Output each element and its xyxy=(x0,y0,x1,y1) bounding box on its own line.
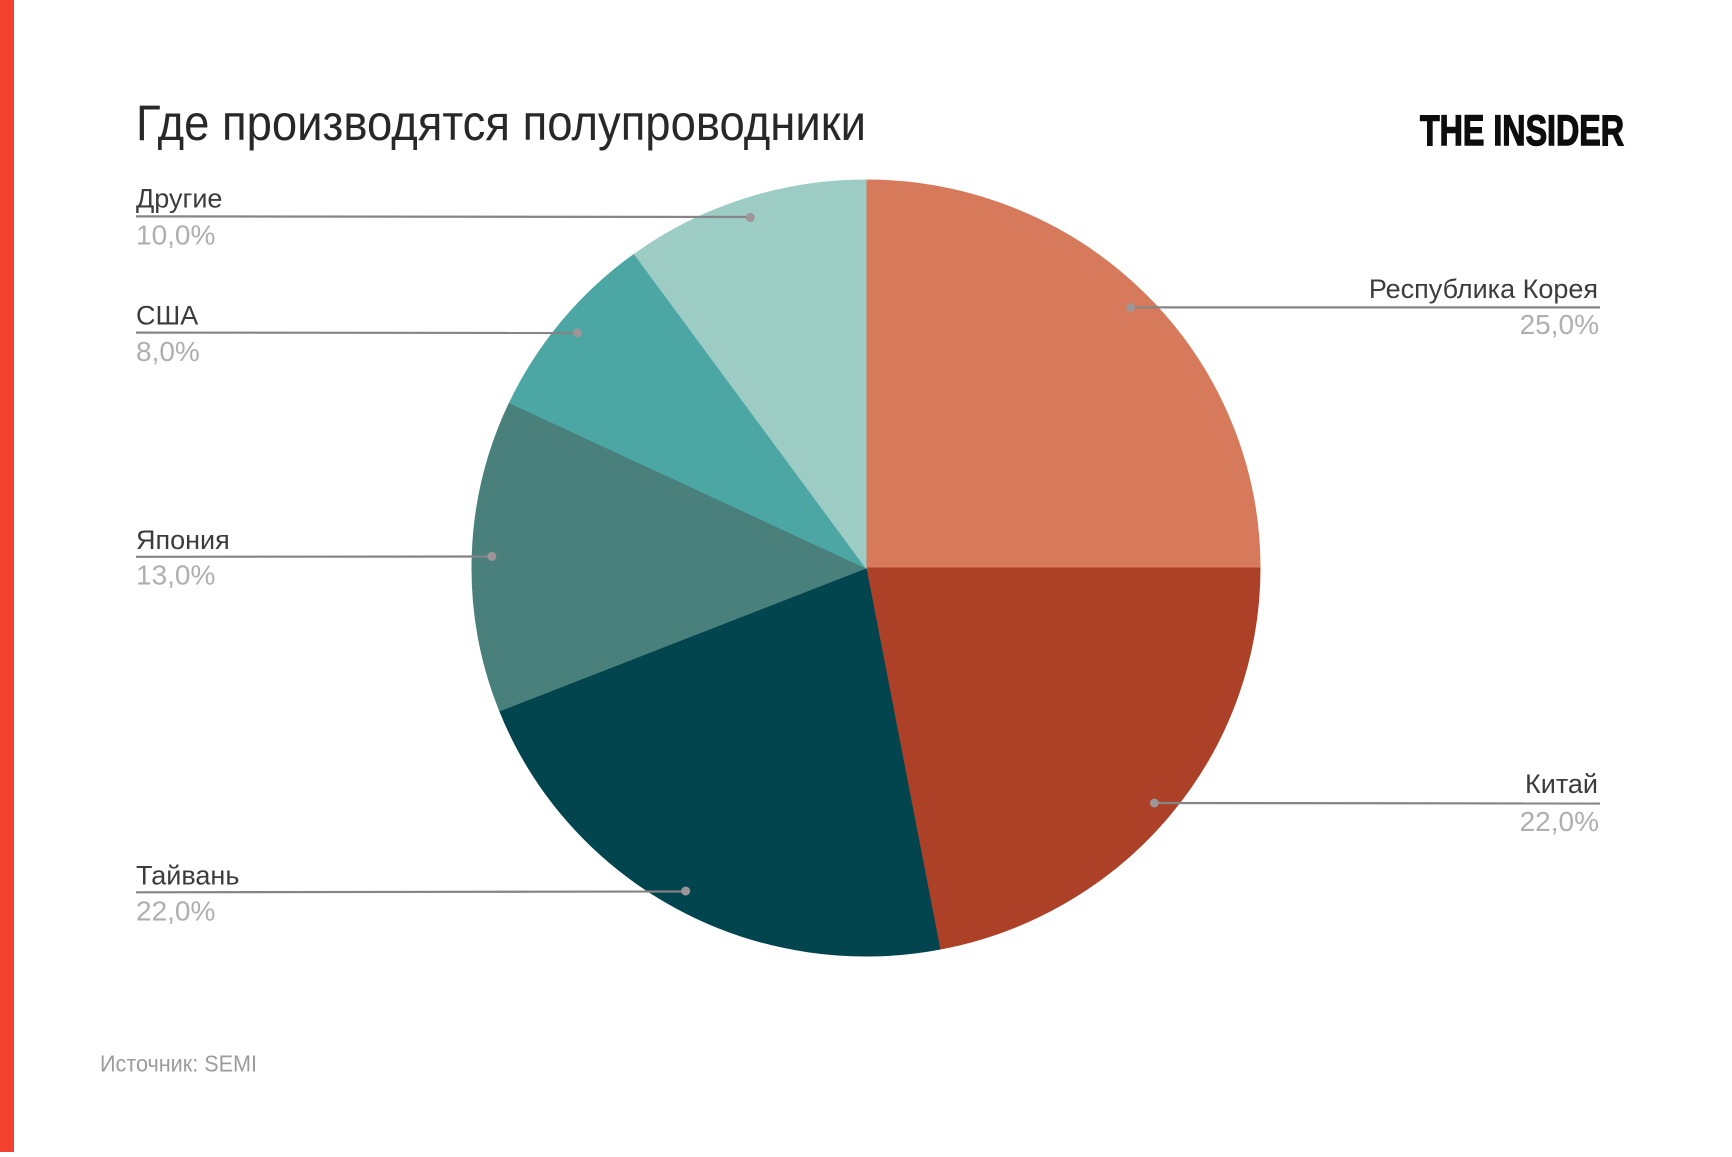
svg-text:Китай: Китай xyxy=(1525,769,1598,799)
svg-text:Республика Корея: Республика Корея xyxy=(1369,274,1598,304)
svg-text:8,0%: 8,0% xyxy=(136,336,200,367)
svg-text:Тайвань: Тайвань xyxy=(136,860,239,890)
svg-text:Источник: SEMI: Источник: SEMI xyxy=(100,1051,257,1077)
svg-text:22,0%: 22,0% xyxy=(136,896,215,927)
svg-text:25,0%: 25,0% xyxy=(1520,309,1599,340)
svg-text:Другие: Другие xyxy=(136,184,222,214)
svg-text:13,0%: 13,0% xyxy=(136,560,215,591)
svg-text:Япония: Япония xyxy=(136,525,230,555)
svg-text:10,0%: 10,0% xyxy=(136,220,215,251)
svg-text:Где производятся полупроводник: Где производятся полупроводники xyxy=(136,95,866,151)
svg-text:THE INSIDER: THE INSIDER xyxy=(1420,107,1624,155)
svg-text:США: США xyxy=(136,301,198,331)
svg-text:22,0%: 22,0% xyxy=(1520,806,1599,837)
